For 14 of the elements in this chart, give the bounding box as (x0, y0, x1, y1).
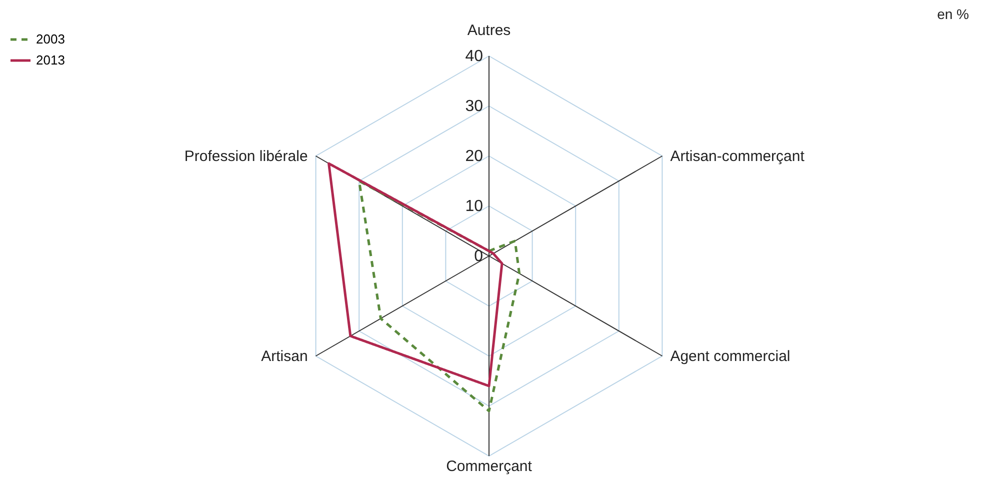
spoke-label: Artisan (261, 348, 308, 365)
y-tick-label: 0 (474, 248, 484, 265)
legend-label: 2013 (36, 52, 65, 68)
spoke-label: Profession libérale (184, 148, 308, 165)
legend-label: 2003 (36, 32, 65, 46)
y-tick-label: 30 (465, 98, 484, 115)
spoke-label: Commerçant (446, 458, 533, 475)
text: en % (937, 6, 969, 22)
y-tick-label: 10 (465, 198, 484, 215)
spoke-label: Autres (467, 22, 511, 39)
spoke-label: Artisan-commerçant (670, 148, 806, 165)
y-tick-label: 40 (465, 48, 484, 65)
y-tick-label: 20 (465, 148, 484, 165)
spoke-label: Agent commercial (670, 348, 790, 365)
